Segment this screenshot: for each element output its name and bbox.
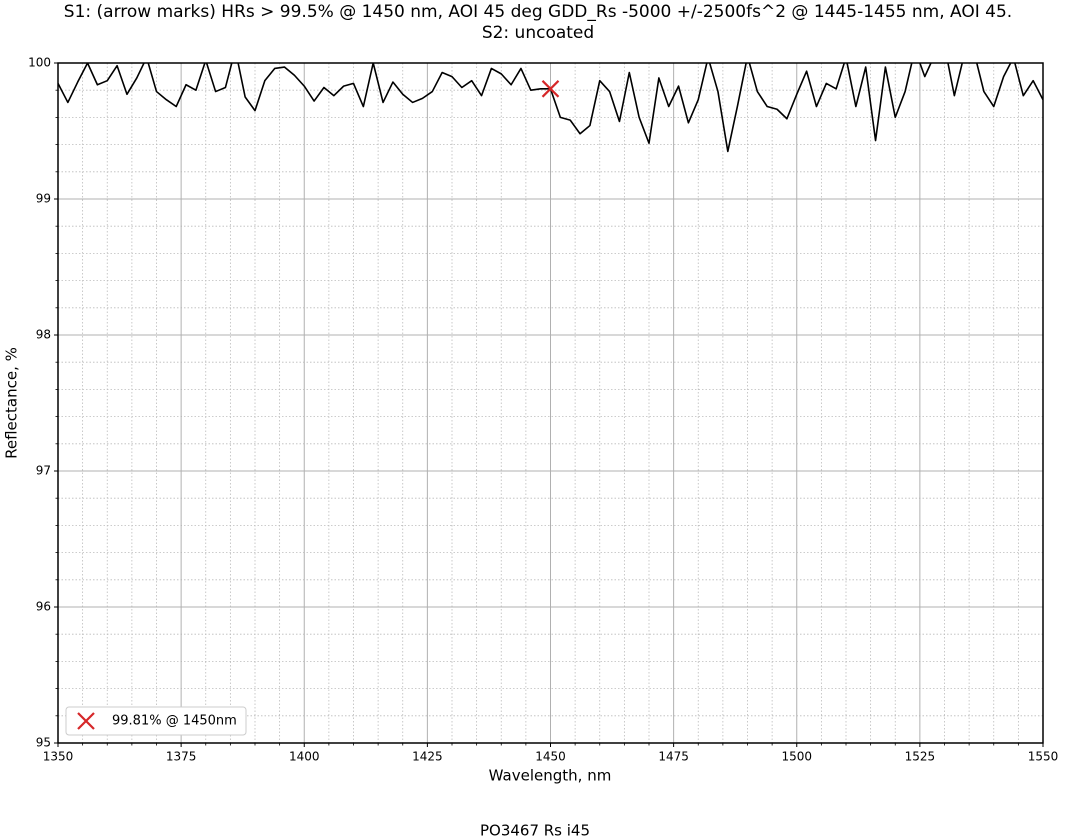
y-tick-label: 97 [36, 464, 51, 478]
y-axis-label: Reflectance, % [3, 347, 21, 459]
x-axis-label: Wavelength, nm [489, 767, 612, 785]
marker-point [541, 80, 560, 98]
legend-box [65, 706, 247, 736]
x-tick-label: 1500 [781, 750, 812, 764]
y-tick-label: 98 [36, 328, 51, 342]
legend: 99.81% @ 1450nm [65, 706, 247, 736]
grid [57, 62, 1044, 744]
x-tick-label: 1475 [658, 750, 689, 764]
x-tick-label: 1375 [166, 750, 197, 764]
y-tick-label: 100 [28, 56, 51, 70]
legend-marker [77, 712, 95, 730]
y-tick-label: 95 [36, 736, 51, 750]
x-tick-label: 1525 [905, 750, 936, 764]
chart-subtitle: S2: uncoated [482, 23, 594, 43]
x-tick-label: 1350 [43, 750, 74, 764]
x-tick-label: 1400 [289, 750, 320, 764]
chart-title: S1: (arrow marks) HRs > 99.5% @ 1450 nm,… [64, 2, 1012, 22]
axes: 1350 1375 1400 1425 1450 1475 1500 1525 1550 95 96… [28, 56, 1058, 764]
legend-label: 99.81% @ 1450nm [112, 714, 237, 729]
y-tick-label: 99 [36, 192, 51, 206]
y-tick-label: 96 [36, 600, 51, 614]
x-tick-label: 1550 [1028, 750, 1059, 764]
x-tick-label: 1425 [412, 750, 443, 764]
footer: PO3467 Rs i45 [480, 822, 590, 840]
x-tick-label: 1450 [535, 750, 566, 764]
